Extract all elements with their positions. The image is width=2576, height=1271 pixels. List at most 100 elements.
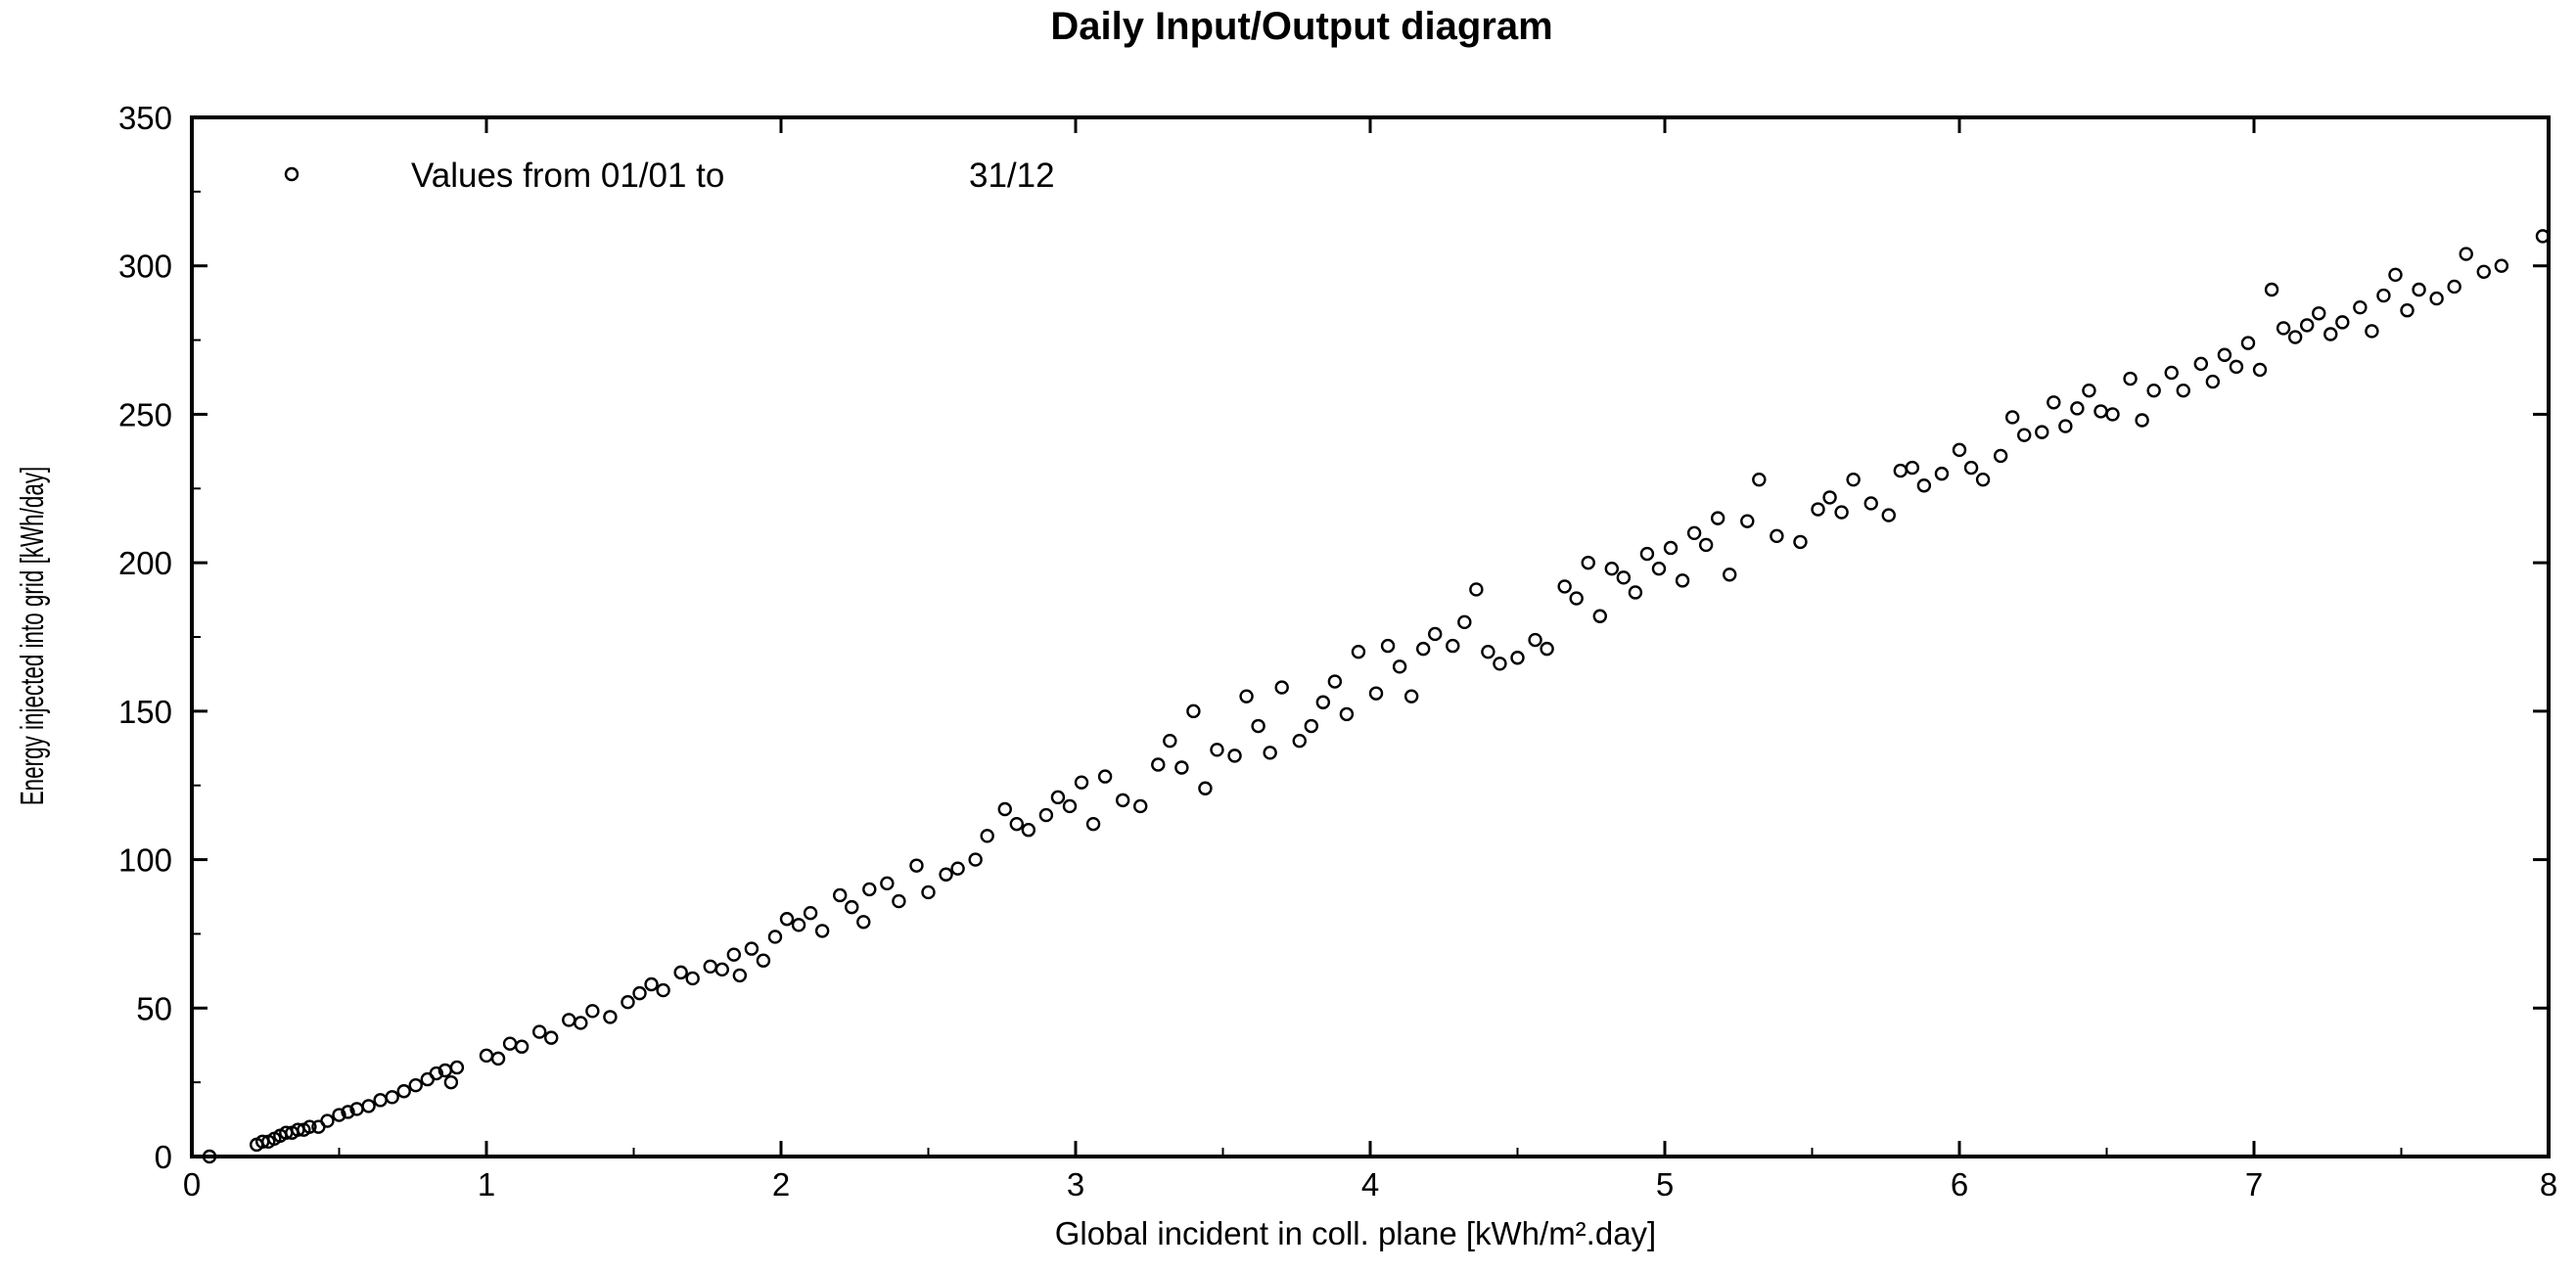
data-point — [1793, 534, 1808, 550]
chart-title: Daily Input/Output diagram — [1050, 5, 1552, 48]
data-point — [562, 1013, 576, 1027]
data-point — [632, 985, 647, 1001]
data-point — [726, 947, 742, 962]
data-point — [429, 1066, 444, 1081]
data-point — [1481, 644, 1495, 659]
x-tick-label: 8 — [2540, 1166, 2557, 1203]
data-point — [1186, 704, 1201, 719]
data-point — [1163, 734, 1177, 749]
data-point — [1510, 651, 1525, 665]
data-point — [2082, 383, 2096, 398]
data-point — [892, 893, 906, 909]
data-point — [2093, 404, 2108, 419]
data-point — [1327, 674, 1343, 689]
data-point — [385, 1090, 399, 1105]
data-point — [950, 861, 965, 876]
data-point — [1675, 573, 1690, 588]
data-point — [1428, 626, 1443, 642]
data-point — [644, 976, 659, 992]
legend-text: Values from 01/01 to — [411, 157, 724, 195]
data-point — [1846, 472, 1861, 487]
legend-end-date: 31/12 — [969, 157, 1055, 195]
data-point — [2535, 229, 2551, 244]
data-point — [361, 1099, 376, 1113]
x-tick-label: 6 — [1951, 1166, 1968, 1203]
data-point — [2388, 267, 2403, 283]
data-point — [1616, 570, 1632, 585]
data-point — [1710, 511, 1725, 525]
y-tick-label: 250 — [118, 396, 172, 432]
data-point — [656, 982, 670, 998]
data-point — [685, 971, 700, 986]
data-point — [980, 829, 994, 843]
data-point — [2376, 288, 2391, 303]
data-point — [2429, 291, 2444, 306]
data-point — [1581, 555, 1595, 570]
data-point — [1528, 632, 1542, 648]
data-point — [2400, 303, 2415, 318]
data-point — [1403, 689, 1419, 704]
data-point — [968, 852, 983, 867]
data-point — [1315, 695, 1331, 709]
x-axis-label: Global incident in coll. plane [kWh/m².d… — [1055, 1215, 1656, 1251]
data-point — [2323, 327, 2338, 341]
data-point — [544, 1030, 559, 1045]
data-point — [2264, 282, 2279, 297]
data-point — [714, 962, 729, 977]
data-point — [2276, 321, 2291, 336]
data-point — [1893, 463, 1909, 478]
data-point — [2287, 330, 2303, 344]
data-point — [443, 1074, 459, 1090]
data-point — [791, 918, 806, 932]
data-point — [574, 1016, 588, 1030]
data-point — [1050, 790, 1066, 805]
data-point — [1446, 638, 1460, 654]
data-point — [1881, 508, 1896, 522]
data-point — [373, 1093, 388, 1108]
data-point — [1133, 798, 1148, 814]
data-point — [732, 968, 748, 983]
data-point — [1368, 686, 1384, 701]
data-point — [703, 959, 717, 975]
legend-marker — [284, 166, 299, 182]
data-point — [2164, 365, 2179, 381]
data-point — [673, 965, 688, 980]
x-tick-label: 4 — [1361, 1166, 1379, 1203]
data-point — [1863, 496, 1878, 511]
data-point — [1304, 718, 1319, 734]
y-tick-label: 100 — [118, 842, 172, 879]
data-point — [585, 1004, 600, 1019]
data-point — [1021, 823, 1036, 838]
data-point — [1993, 448, 2008, 464]
data-point — [603, 1010, 618, 1024]
y-axis-label: Energy injected into grid [kWh/day] — [14, 467, 50, 806]
data-point — [479, 1048, 494, 1064]
data-point — [2459, 247, 2473, 261]
data-point — [2205, 374, 2221, 389]
y-tick-label: 50 — [136, 990, 172, 1026]
data-point — [2229, 359, 2244, 375]
data-point — [1592, 609, 1607, 623]
data-point — [1239, 689, 1254, 704]
data-point — [2004, 410, 2020, 425]
data-point — [2335, 315, 2350, 330]
data-point — [490, 1051, 506, 1067]
data-point — [1392, 659, 1407, 674]
data-point — [2035, 425, 2049, 439]
data-point — [1698, 537, 1714, 553]
data-point — [2365, 324, 2379, 339]
y-axis-ticks: 0 50 100 150 200 250 300 350 — [118, 100, 2549, 1175]
plot-frame — [190, 115, 2551, 1158]
data-point — [1569, 591, 1584, 606]
data-point — [1905, 460, 1920, 476]
data-point — [2070, 401, 2085, 416]
data-point — [1639, 546, 1655, 562]
data-point — [845, 899, 859, 915]
x-axis-ticks: 0 1 2 3 4 5 6 7 8 — [183, 117, 2557, 1203]
data-point — [756, 953, 771, 968]
data-point — [1380, 638, 1396, 654]
data-point — [1963, 460, 1979, 476]
data-point — [2412, 282, 2426, 297]
data-point — [1151, 757, 1166, 772]
